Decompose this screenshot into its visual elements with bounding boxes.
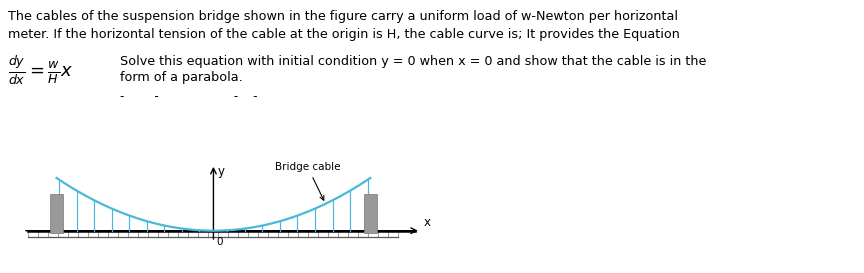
- Text: -        -                    -    -: - - - -: [120, 90, 257, 103]
- Text: Solve this equation with initial condition y = 0 when x = 0 and show that the ca: Solve this equation with initial conditi…: [120, 55, 707, 68]
- Bar: [50, 194, 63, 233]
- Text: x: x: [423, 216, 430, 229]
- Text: The cables of the suspension bridge shown in the figure carry a uniform load of : The cables of the suspension bridge show…: [8, 10, 678, 23]
- Text: meter. If the horizontal tension of the cable at the origin is H, the cable curv: meter. If the horizontal tension of the …: [8, 28, 680, 41]
- Bar: [365, 194, 377, 233]
- Text: y: y: [218, 165, 225, 178]
- Text: $\frac{dy}{dx} = \frac{w}{H}x$: $\frac{dy}{dx} = \frac{w}{H}x$: [8, 55, 73, 87]
- Text: Bridge cable: Bridge cable: [275, 162, 340, 200]
- Text: form of a parabola.: form of a parabola.: [120, 71, 243, 84]
- Text: 0: 0: [216, 238, 223, 247]
